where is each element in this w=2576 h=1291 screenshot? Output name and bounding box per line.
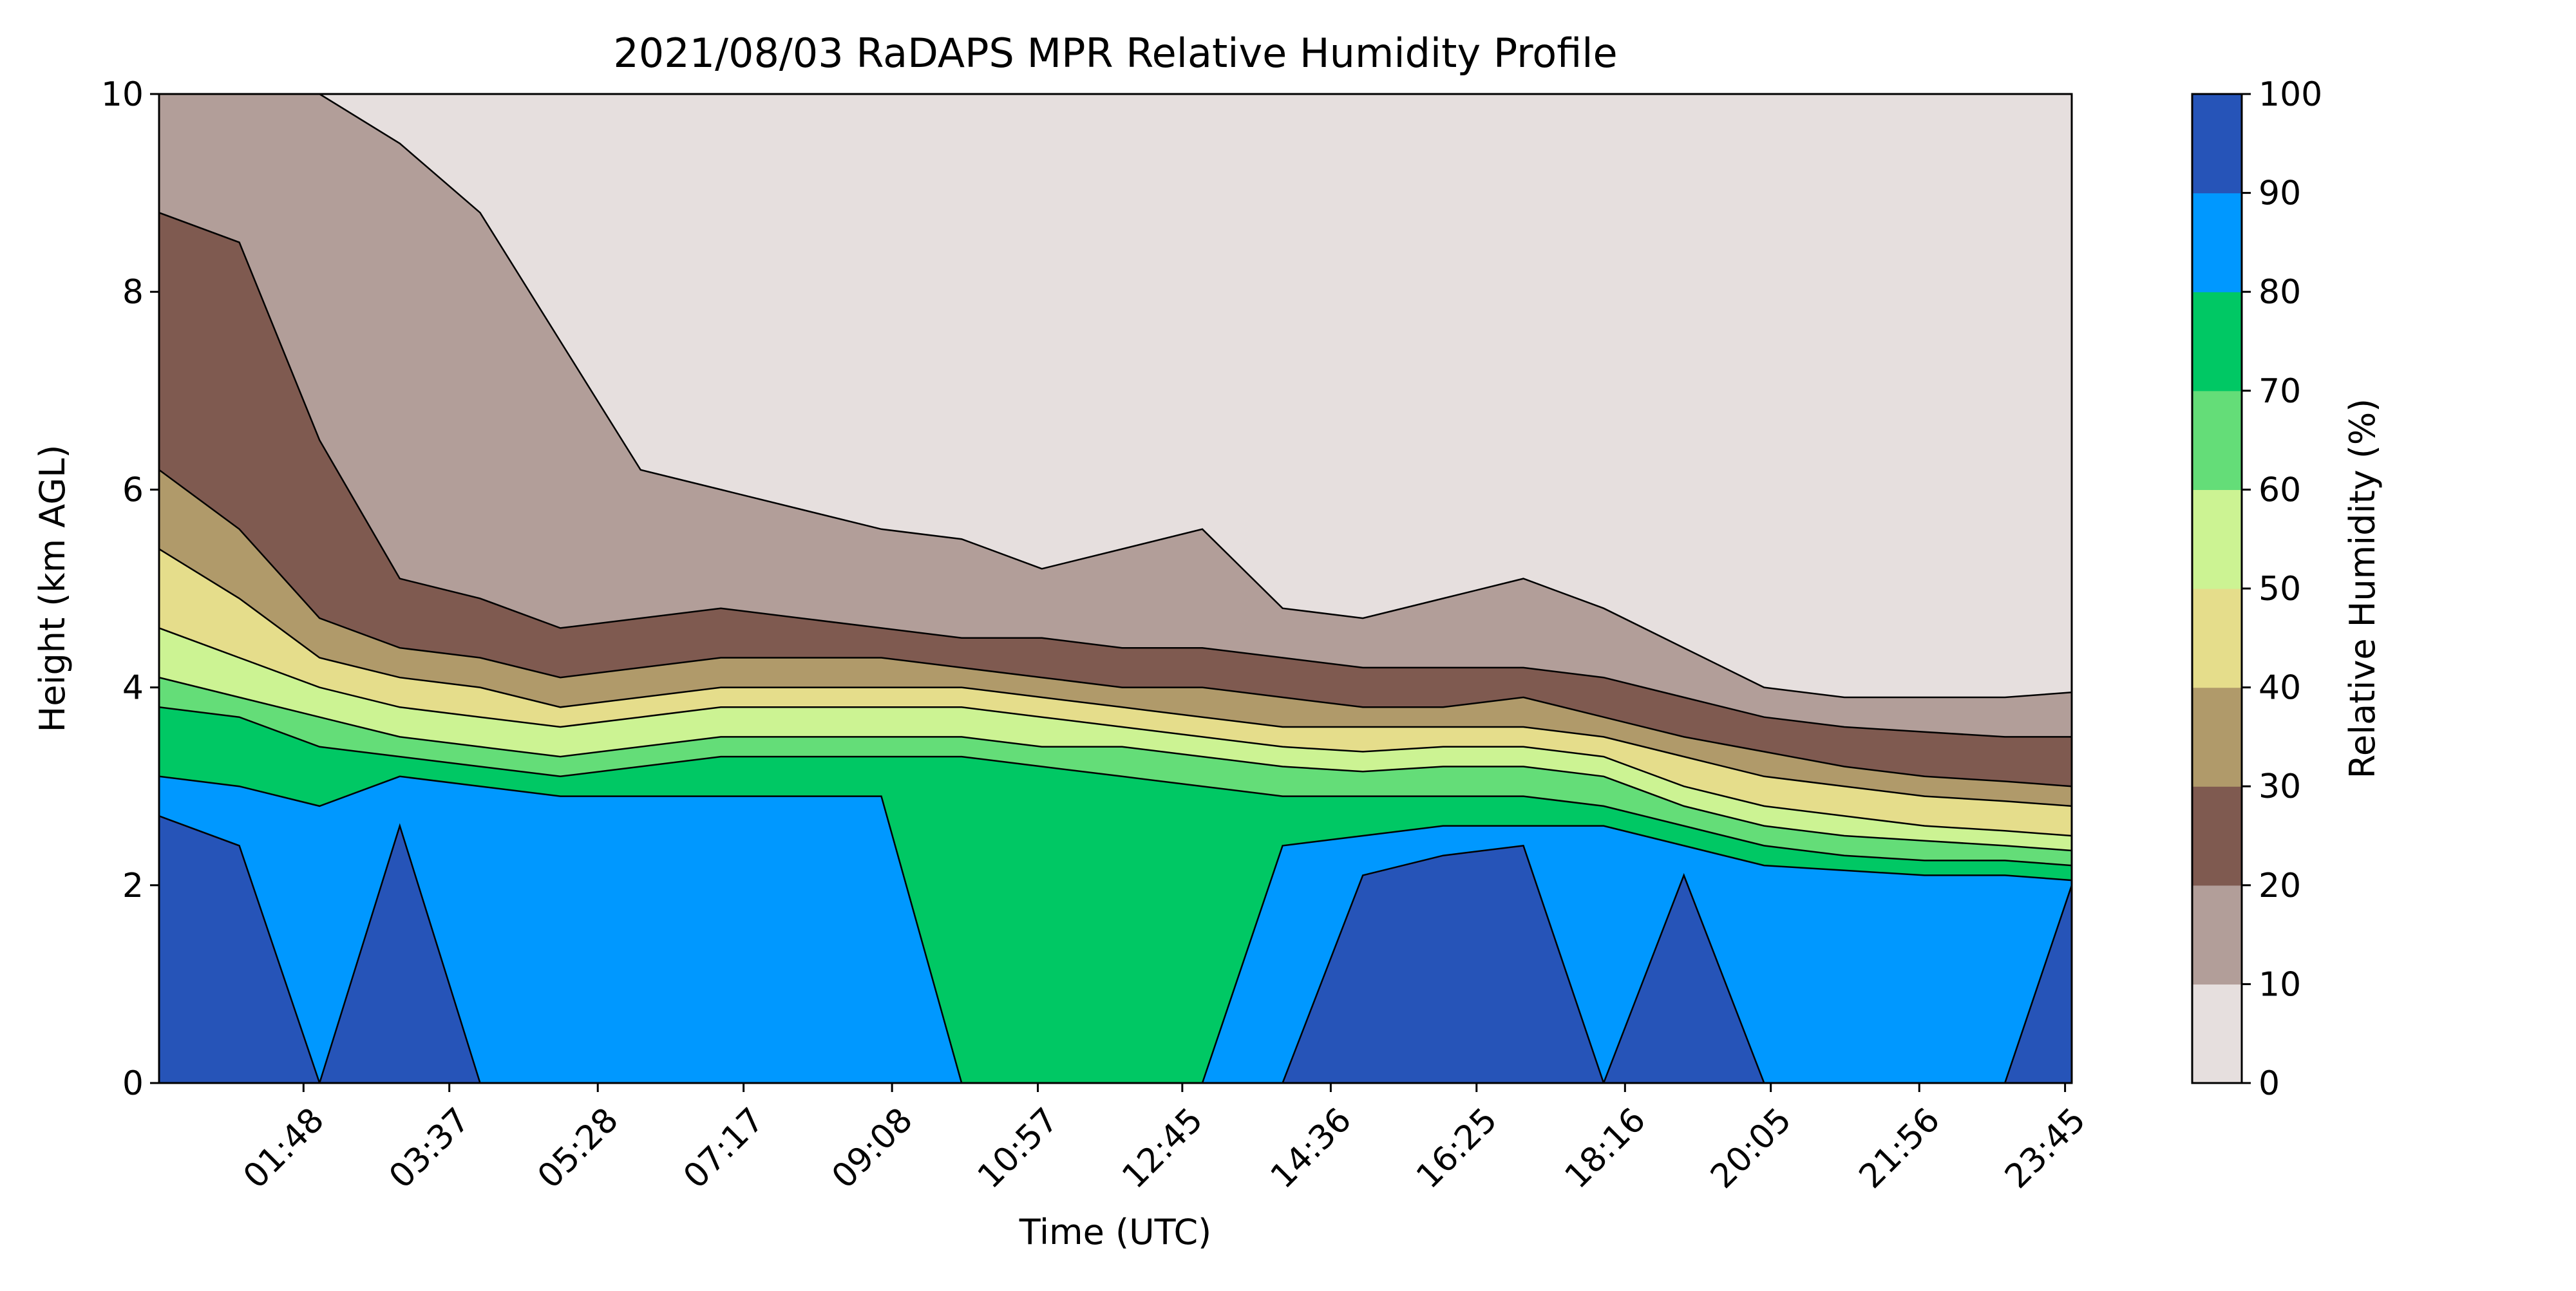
contour-line-60 [159, 676, 2072, 852]
colorbar-segment-90 [2192, 94, 2242, 194]
colorbar-tick-label: 60 [2259, 471, 2301, 509]
colorbar-segment-50 [2192, 489, 2242, 589]
colorbar-tick-label: 80 [2259, 273, 2301, 312]
contour-line-20 [159, 212, 2072, 738]
colorbar-tick-label: 90 [2259, 174, 2301, 213]
colorbar-segment-10 [2192, 885, 2242, 985]
colorbar-label: Relative Humidity (%) [2342, 399, 2383, 778]
colorbar-tick-label: 50 [2259, 570, 2301, 608]
contour-line-50 [159, 627, 2072, 837]
contour-lines [159, 94, 2072, 1083]
plot-area [159, 94, 2072, 1083]
colorbar: 0 10 20 30 40 50 60 70 80 90 100 [2192, 75, 2322, 1103]
y-tick-label: 2 [122, 867, 144, 905]
colorbar-segment-0 [2192, 984, 2242, 1084]
contour-line-70 [159, 706, 2072, 867]
colorbar-tick-label: 40 [2259, 669, 2301, 708]
colorbar-tick-label: 0 [2259, 1064, 2280, 1103]
contour-line-30 [159, 469, 2072, 787]
humidity-band-80 [159, 776, 2072, 1083]
plot-frame [158, 93, 2073, 1084]
colorbar-tick-label: 20 [2259, 867, 2301, 905]
colorbar-segment-60 [2192, 390, 2242, 490]
contour-line-40 [159, 548, 2072, 807]
y-axis: 0 2 4 6 8 10 [101, 75, 159, 1103]
colorbar-segment-70 [2192, 292, 2242, 391]
colorbar-tick-label: 10 [2259, 965, 2301, 1004]
y-tick-label: 4 [122, 669, 144, 708]
humidity-band-90 [159, 816, 2072, 1083]
colorbar-tick-label: 100 [2259, 75, 2322, 114]
colorbar-segment-30 [2192, 687, 2242, 787]
chart-title: 2021/08/03 RaDAPS MPR Relative Humidity … [613, 30, 1617, 77]
contour-line-10 [159, 94, 2072, 699]
contour-line-80 [159, 775, 2072, 1083]
y-axis-label: Height (km AGL) [32, 445, 73, 733]
y-tick-label: 10 [101, 75, 144, 114]
y-tick-label: 0 [122, 1064, 144, 1103]
colorbar-segment-20 [2192, 786, 2242, 886]
colorbar-segment-40 [2192, 589, 2242, 688]
colorbar-frame [2191, 93, 2243, 1084]
y-tick-label: 8 [122, 273, 144, 312]
y-tick-label: 6 [122, 471, 144, 509]
colorbar-segment-80 [2192, 193, 2242, 292]
x-axis-label: Time (UTC) [1019, 1212, 1212, 1252]
colorbar-tick-label: 30 [2259, 768, 2301, 806]
colorbar-tick-label: 70 [2259, 372, 2301, 411]
